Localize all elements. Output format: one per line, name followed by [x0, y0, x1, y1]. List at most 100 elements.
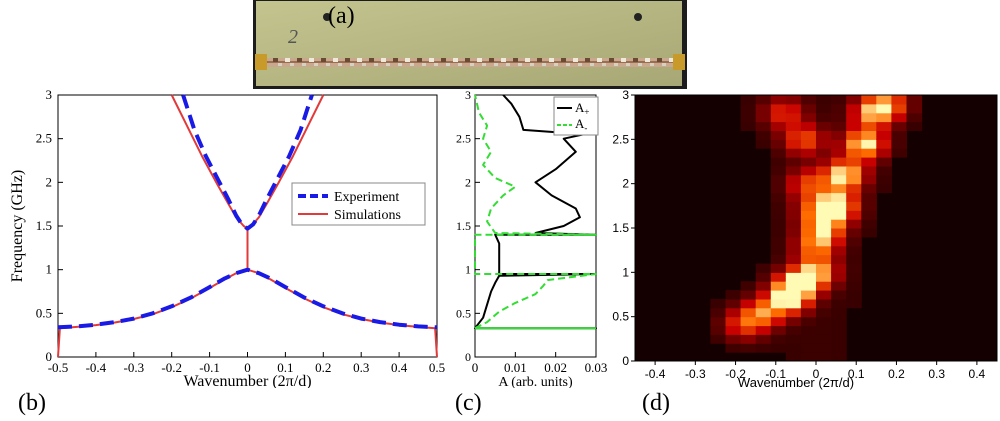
x-tick-label: -0.1 [199, 360, 220, 375]
board-component [405, 58, 410, 62]
heatmap-cell [816, 183, 832, 194]
y-tick-label: 0.5 [36, 305, 52, 320]
board-component [362, 63, 366, 66]
heatmap-cell [831, 245, 847, 256]
heatmap-cell [876, 121, 892, 131]
heatmap-cell [755, 95, 772, 105]
heatmap-cell [770, 228, 787, 238]
heatmap-cell [785, 121, 802, 131]
heatmap-cell [710, 334, 726, 344]
heatmap-cell [846, 165, 862, 176]
heatmap-cell [770, 192, 787, 202]
heatmap-cell [831, 307, 847, 318]
heatmap-cell [800, 236, 817, 247]
heatmap-cell [785, 210, 802, 220]
heatmap-cell [800, 201, 817, 211]
board-component [465, 58, 470, 62]
board-component [453, 58, 458, 62]
x-tick-label: 0.4 [969, 367, 986, 381]
microstrip-board-image [255, 1, 685, 86]
board-component [657, 58, 662, 62]
board-component [314, 63, 318, 66]
heatmap-cell [800, 325, 817, 335]
board-component [398, 63, 402, 66]
y-tick-label: 2 [622, 177, 629, 191]
heatmap-cell [740, 121, 757, 131]
heatmap-cell [816, 245, 832, 256]
board-component [309, 58, 314, 62]
heatmap-cell [785, 307, 802, 318]
heatmap-cell [770, 219, 787, 229]
heatmap-cell [816, 201, 832, 211]
series-line-a-minus [474, 94, 597, 330]
x-tick-label: -0.5 [48, 360, 69, 375]
heatmap-cell [816, 290, 832, 300]
y-tick-label: 1 [46, 262, 53, 277]
heatmap-cell [710, 298, 726, 309]
heatmap-cell [876, 95, 892, 105]
legend-box [291, 182, 426, 226]
heatmap-cell [861, 95, 877, 105]
heatmap-cell [816, 165, 832, 176]
x-tick-label: 0.1 [277, 360, 293, 375]
heatmap-cell [770, 334, 787, 344]
heatmap-cell [846, 245, 862, 256]
heatmap-cell [876, 157, 892, 167]
panel-b-chart: -0.5 -0.4 -0.3 -0.2 -0.1 0 0.1 0.2 0.3 0.4 0.5 0 0.5… [9, 88, 445, 388]
heatmap-cell [710, 316, 726, 327]
heatmap-cell [800, 130, 817, 140]
x-tick-label: -0.4 [645, 367, 666, 381]
panel-d-label: (d) [642, 390, 670, 416]
heatmap-cell [816, 352, 832, 362]
plot-frame [57, 94, 438, 358]
heatmap-cell [800, 263, 817, 273]
heatmap-cell [816, 236, 832, 247]
heatmap-cell [861, 130, 877, 140]
heatmap-cell [891, 95, 907, 105]
heatmap-cell [770, 130, 787, 140]
board-component [477, 58, 482, 62]
board-component [386, 63, 390, 66]
x-tick-label: 0.5 [429, 360, 445, 375]
heatmap-cell [740, 343, 757, 353]
heatmap-cell [785, 219, 802, 229]
board-component [602, 63, 606, 66]
board-component [573, 58, 578, 62]
x-tick-label: 0.03 [585, 360, 608, 375]
heatmap-cell [755, 139, 772, 149]
y-tick-label: 2 [46, 174, 53, 189]
heatmap-cell [770, 201, 787, 211]
panel-b-label: (b) [18, 390, 46, 416]
heatmap-cell [785, 183, 802, 194]
heatmap-cell [785, 316, 802, 327]
legend-box [553, 96, 599, 136]
heatmap-cell [785, 281, 802, 291]
heatmap-cell [846, 103, 862, 114]
heatmap-cell [846, 183, 862, 194]
series-line-experiment-upper [181, 94, 314, 231]
y-tick-label: 0.5 [456, 306, 471, 320]
heatmap-cell [816, 130, 832, 140]
board-component [470, 63, 474, 66]
heatmap-cell [740, 290, 757, 300]
heatmap-cell [800, 272, 817, 282]
heatmap-cell [770, 290, 787, 300]
heatmap-cell [770, 183, 787, 194]
board-component [393, 58, 398, 62]
board-component [410, 63, 414, 66]
heatmap-cell [785, 272, 802, 282]
heatmap-cell [831, 95, 847, 105]
heatmap-cell [831, 112, 847, 123]
heatmap-cell [861, 103, 877, 114]
heatmap-cell [861, 228, 877, 238]
heatmap-cell [785, 192, 802, 202]
heatmap-cell [816, 254, 832, 264]
heatmap-cell [861, 139, 877, 149]
heatmap-cell [740, 103, 757, 114]
heatmap-cell [770, 307, 787, 318]
heatmap-cell [846, 210, 862, 220]
heatmap-cell [770, 139, 787, 149]
board-component [549, 58, 554, 62]
legend-label-a-minus: A- [575, 116, 587, 133]
y-tick-label: 2.5 [612, 132, 629, 146]
